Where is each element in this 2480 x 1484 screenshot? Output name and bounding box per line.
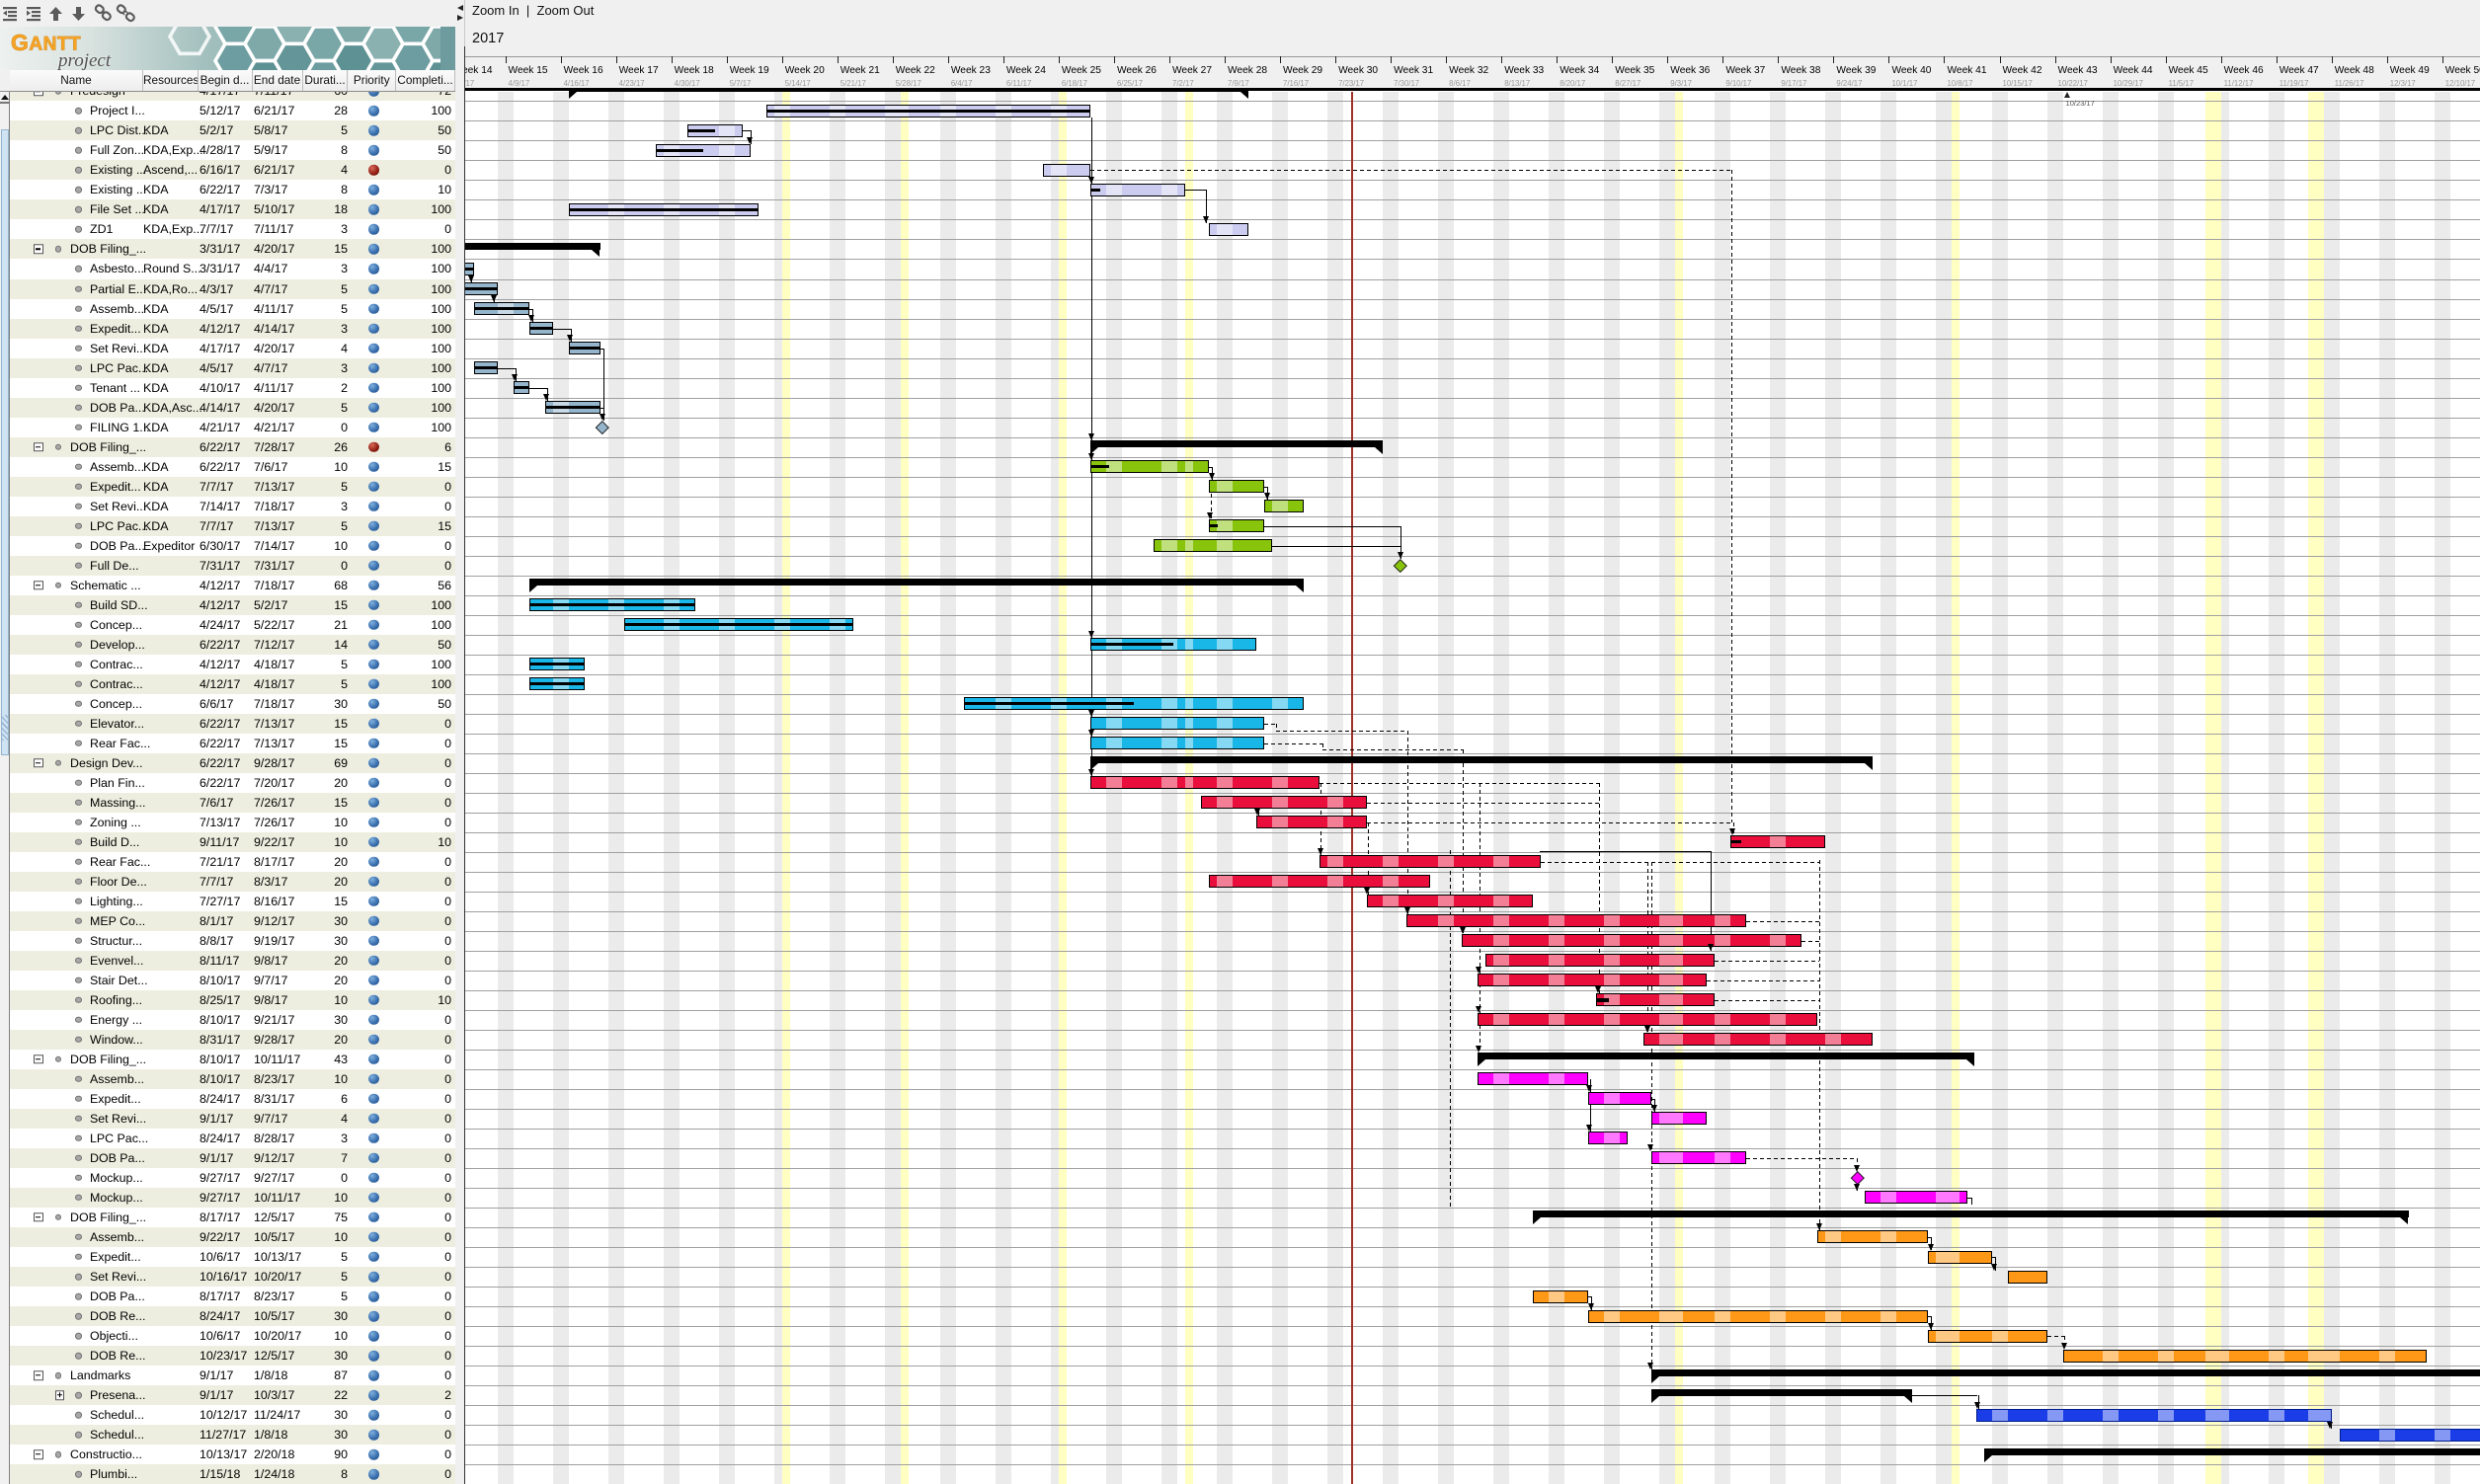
svg-text:GANTT: GANTT: [11, 30, 81, 55]
svg-text:project: project: [56, 50, 112, 70]
